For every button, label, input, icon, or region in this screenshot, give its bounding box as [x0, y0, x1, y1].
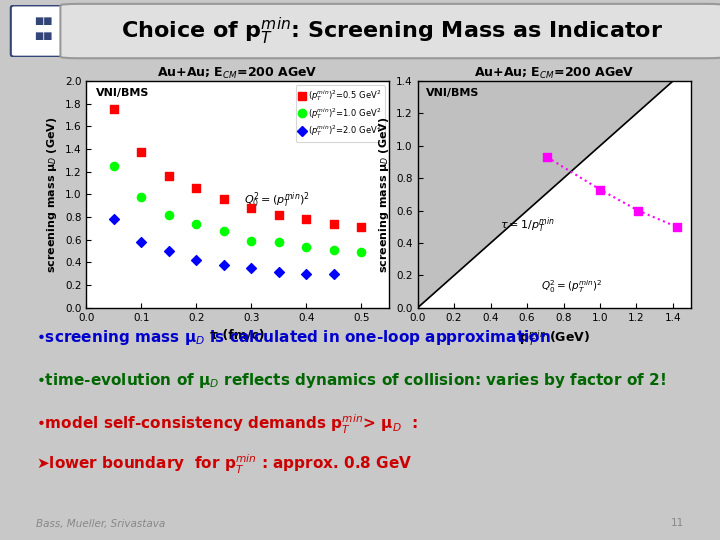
- Point: [273, 267, 284, 276]
- Point: [135, 238, 147, 246]
- Text: Choice of p$_T^{min}$: Screening Mass as Indicator: Choice of p$_T^{min}$: Screening Mass as…: [122, 16, 663, 46]
- Text: ➤lower boundary  for p$_T^{min}$ : approx. 0.8 GeV: ➤lower boundary for p$_T^{min}$ : approx…: [36, 453, 412, 476]
- Text: ■■: ■■: [34, 31, 53, 41]
- X-axis label: τ (fm/c): τ (fm/c): [210, 328, 265, 341]
- Point: [191, 183, 202, 192]
- Point: [246, 204, 257, 212]
- Point: [218, 194, 230, 203]
- Text: •model self-consistency demands p$_T^{min}$> μ$_D$  :: •model self-consistency demands p$_T^{mi…: [36, 413, 418, 435]
- Point: [273, 238, 284, 246]
- Point: [218, 226, 230, 235]
- Point: [356, 223, 367, 232]
- Point: [633, 206, 644, 215]
- Point: [163, 172, 175, 180]
- Point: [671, 222, 683, 231]
- Point: [246, 264, 257, 273]
- Point: [191, 220, 202, 228]
- Point: [163, 247, 175, 255]
- Text: VNI/BMS: VNI/BMS: [426, 88, 480, 98]
- FancyBboxPatch shape: [11, 5, 76, 57]
- Text: •screening mass μ$_D$ is calculated in one-loop approximation: •screening mass μ$_D$ is calculated in o…: [36, 328, 551, 347]
- Y-axis label: screening mass μ$_D$ (GeV): screening mass μ$_D$ (GeV): [377, 116, 390, 273]
- Point: [108, 105, 120, 114]
- FancyBboxPatch shape: [60, 4, 720, 58]
- Text: •time-evolution of μ$_D$ reflects dynamics of collision: varies by factor of 2!: •time-evolution of μ$_D$ reflects dynami…: [36, 371, 666, 390]
- Point: [108, 215, 120, 224]
- Point: [300, 215, 312, 224]
- Point: [108, 162, 120, 171]
- Point: [594, 185, 606, 194]
- Point: [541, 153, 553, 161]
- Title: Au+Au; E$_{CM}$=200 AGeV: Au+Au; E$_{CM}$=200 AGeV: [157, 66, 318, 81]
- Point: [218, 260, 230, 269]
- Text: $Q_0^2=(p_T^{min})^2$: $Q_0^2=(p_T^{min})^2$: [541, 278, 603, 295]
- Text: 11: 11: [671, 518, 684, 529]
- Text: $\tau = 1/p_T^{min}$: $\tau = 1/p_T^{min}$: [500, 215, 554, 235]
- Text: $Q_0^2=(p_T^{min})^2$: $Q_0^2=(p_T^{min})^2$: [243, 190, 310, 210]
- Point: [135, 192, 147, 201]
- Legend: $(p_T^{min})^2$=0.5 GeV$^2$, $(p_T^{min})^2$=1.0 GeV$^2$, $(p_T^{min})^2$=2.0 Ge: $(p_T^{min})^2$=0.5 GeV$^2$, $(p_T^{min}…: [295, 85, 384, 141]
- Point: [273, 211, 284, 219]
- Text: Bass, Mueller, Srivastava: Bass, Mueller, Srivastava: [36, 518, 166, 529]
- Point: [191, 256, 202, 265]
- Text: ■■: ■■: [34, 16, 53, 26]
- Point: [356, 248, 367, 256]
- Point: [300, 242, 312, 251]
- X-axis label: p$_T^{min}$ (GeV): p$_T^{min}$ (GeV): [519, 328, 590, 348]
- Point: [328, 246, 340, 254]
- Point: [328, 220, 340, 228]
- Point: [300, 269, 312, 278]
- Point: [163, 211, 175, 219]
- Point: [246, 237, 257, 245]
- Y-axis label: screening mass μ$_D$ (GeV): screening mass μ$_D$ (GeV): [45, 116, 59, 273]
- Title: Au+Au; E$_{CM}$=200 AGeV: Au+Au; E$_{CM}$=200 AGeV: [474, 66, 635, 81]
- Point: [135, 148, 147, 157]
- Polygon shape: [418, 65, 691, 308]
- Text: VNI/BMS: VNI/BMS: [96, 88, 149, 98]
- Point: [328, 269, 340, 278]
